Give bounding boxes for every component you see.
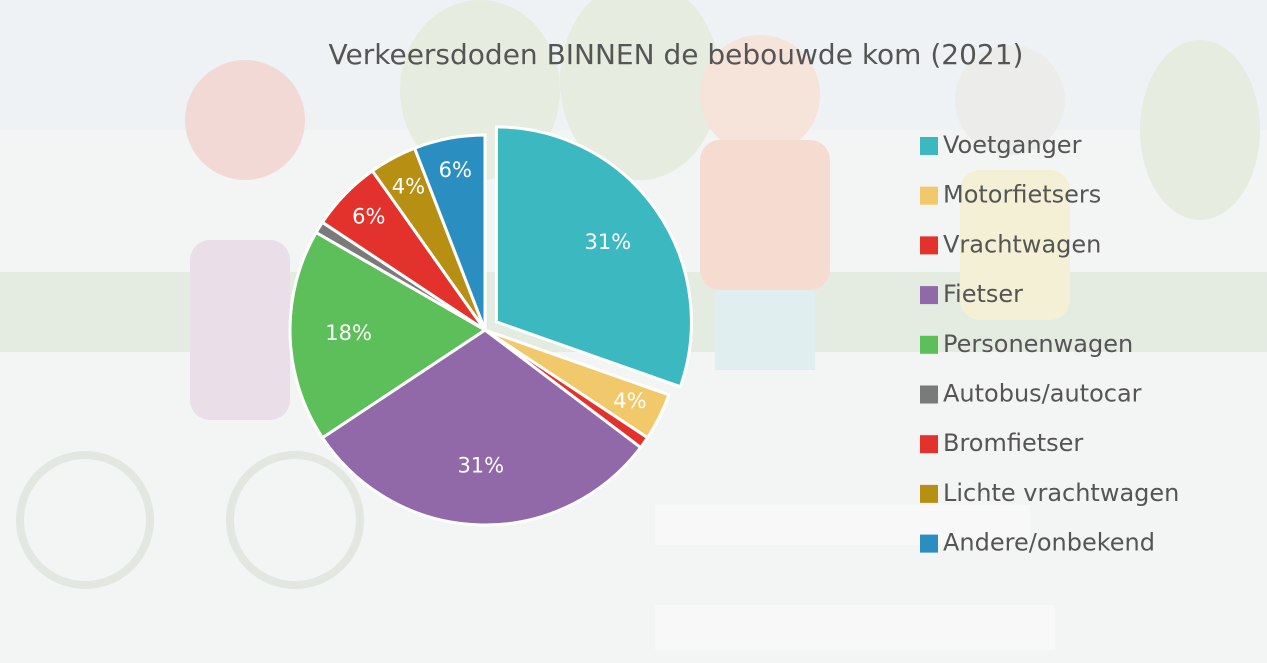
legend-swatch bbox=[920, 336, 938, 354]
legend-swatch bbox=[920, 236, 938, 254]
legend-swatch bbox=[920, 485, 938, 503]
data-label: 4% bbox=[392, 174, 425, 198]
legend-label: Andere/onbekend bbox=[943, 529, 1155, 557]
legend-label: Bromfietser bbox=[943, 429, 1083, 457]
legend-label: Voetganger bbox=[943, 131, 1082, 159]
legend-swatch bbox=[920, 286, 938, 304]
legend-swatch bbox=[920, 187, 938, 205]
legend-swatch bbox=[920, 386, 938, 404]
legend-label: Motorfietsers bbox=[943, 181, 1101, 209]
data-label: 31% bbox=[457, 453, 504, 477]
legend-swatch bbox=[920, 435, 938, 453]
legend-swatch bbox=[920, 535, 938, 553]
data-label: 18% bbox=[325, 321, 372, 345]
data-label: 6% bbox=[352, 204, 385, 228]
legend-label: Vrachtwagen bbox=[943, 230, 1101, 258]
legend-label: Personenwagen bbox=[943, 330, 1133, 358]
data-label: 31% bbox=[584, 230, 631, 254]
data-label: 6% bbox=[439, 158, 472, 182]
legend-label: Fietser bbox=[943, 280, 1023, 308]
legend-label: Autobus/autocar bbox=[943, 380, 1142, 408]
chart-title: Verkeersdoden BINNEN de bebouwde kom (20… bbox=[329, 38, 1024, 71]
legend-swatch bbox=[920, 137, 938, 155]
data-label: 4% bbox=[613, 389, 646, 413]
chart: Verkeersdoden BINNEN de bebouwde kom (20… bbox=[0, 0, 1267, 663]
legend-label: Lichte vrachtwagen bbox=[943, 479, 1179, 507]
